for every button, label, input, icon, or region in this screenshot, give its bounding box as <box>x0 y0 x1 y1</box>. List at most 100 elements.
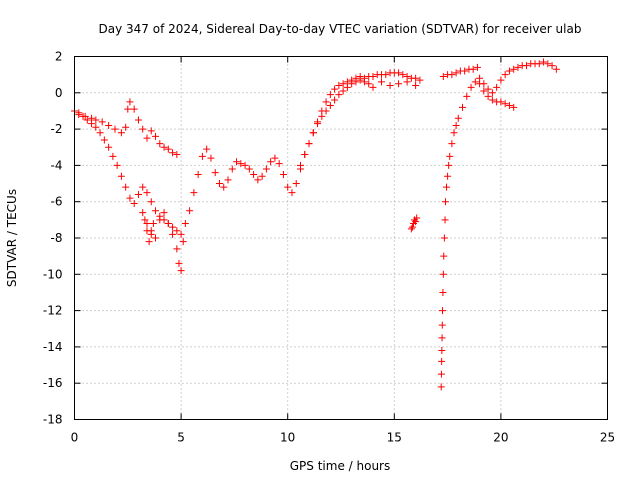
y-tick-label: -2 <box>51 122 63 136</box>
data-point <box>173 245 181 253</box>
data-point <box>403 78 411 86</box>
data-point <box>360 78 368 86</box>
data-point <box>443 183 451 191</box>
data-point <box>109 152 117 160</box>
data-point <box>245 165 253 173</box>
data-point <box>505 102 513 110</box>
data-point <box>117 172 125 180</box>
data-point <box>439 270 447 278</box>
data-point <box>152 132 160 140</box>
data-point <box>75 111 83 119</box>
data-point <box>552 65 560 73</box>
data-point <box>440 234 448 242</box>
data-point <box>484 85 492 93</box>
data-point <box>279 170 287 178</box>
data-point <box>203 145 211 153</box>
data-point <box>134 116 142 124</box>
data-point <box>501 71 509 79</box>
data-point <box>497 98 505 106</box>
data-point <box>408 223 416 231</box>
data-point <box>437 383 445 391</box>
data-point <box>326 102 334 110</box>
data-point <box>228 165 236 173</box>
data-point <box>356 72 364 80</box>
data-point <box>96 129 104 137</box>
data-point <box>139 209 147 217</box>
series <box>75 98 181 159</box>
data-point <box>444 172 452 180</box>
data-point <box>540 58 548 66</box>
data-point <box>296 161 304 169</box>
data-point <box>88 114 96 122</box>
data-point <box>173 227 181 235</box>
data-point <box>152 234 160 242</box>
data-point <box>152 207 160 215</box>
data-point <box>181 219 189 227</box>
data-point <box>145 238 153 246</box>
data-point <box>514 63 522 71</box>
data-point <box>198 152 206 160</box>
data-point <box>369 72 377 80</box>
data-point <box>141 216 149 224</box>
data-point <box>143 134 151 142</box>
data-point <box>412 218 420 226</box>
y-tick-label: -8 <box>51 231 63 245</box>
data-point <box>454 114 462 122</box>
series <box>71 69 424 238</box>
data-point <box>177 267 185 275</box>
data-point <box>105 121 113 129</box>
data-point <box>382 71 390 79</box>
data-point <box>501 100 509 108</box>
grid-layer <box>74 56 608 420</box>
data-point <box>488 89 496 97</box>
data-point <box>339 80 347 88</box>
data-point <box>450 129 458 137</box>
data-point <box>164 145 172 153</box>
y-tick-label: -10 <box>43 267 63 281</box>
x-tick-label: 20 <box>493 431 508 445</box>
data-point <box>124 105 132 113</box>
series <box>296 72 420 169</box>
data-point <box>169 223 177 231</box>
data-point <box>343 78 351 86</box>
data-point <box>169 149 177 157</box>
data-point <box>480 87 488 95</box>
data-point <box>412 74 420 82</box>
data-point <box>267 158 275 166</box>
data-point <box>335 91 343 99</box>
data-point <box>438 334 446 342</box>
x-tick-label: 10 <box>280 431 295 445</box>
data-point <box>92 123 100 131</box>
data-point <box>83 116 91 124</box>
data-point <box>224 176 232 184</box>
data-point <box>352 74 360 82</box>
data-point <box>439 288 447 296</box>
y-tick-label: 2 <box>55 50 63 64</box>
data-point <box>497 76 505 84</box>
data-point <box>437 370 445 378</box>
data-point <box>322 98 330 106</box>
x-tick-label: 25 <box>600 431 615 445</box>
y-tick-label: -18 <box>43 413 63 427</box>
data-point <box>81 112 89 120</box>
data-point <box>271 154 279 162</box>
data-point <box>211 169 219 177</box>
x-tick-label: 5 <box>177 431 185 445</box>
data-point <box>126 98 134 106</box>
data-point <box>339 87 347 95</box>
data-point <box>288 189 296 197</box>
data-point <box>126 194 134 202</box>
data-point <box>250 170 258 178</box>
data-point <box>441 216 449 224</box>
y-tick-label: -6 <box>51 195 63 209</box>
series <box>437 58 560 391</box>
data-point <box>438 307 446 315</box>
data-point <box>412 82 420 90</box>
data-point <box>438 321 446 329</box>
data-point <box>98 118 106 126</box>
data-point <box>399 71 407 79</box>
data-point <box>292 180 300 188</box>
data-point <box>143 189 151 197</box>
data-point <box>369 83 377 91</box>
data-point <box>544 60 552 68</box>
